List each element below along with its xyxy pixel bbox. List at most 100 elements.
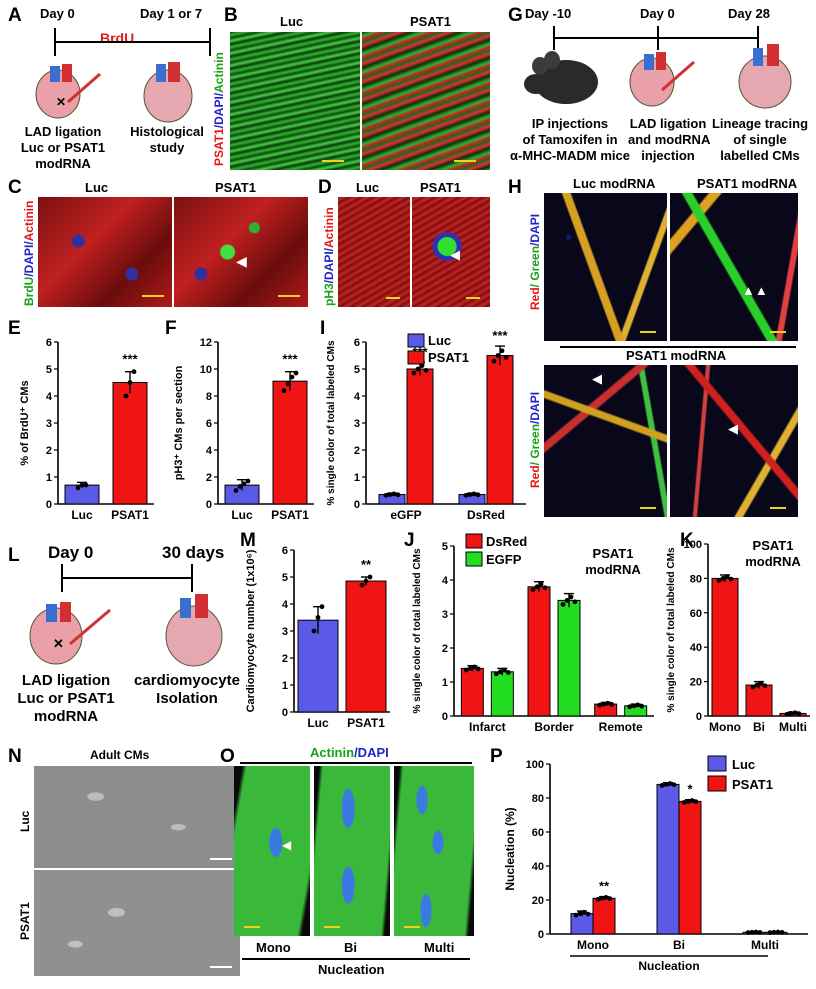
y-tick-label: 2: [206, 472, 212, 484]
x-tick-label: PSAT1: [347, 716, 385, 730]
heart-injection-icon-l: ✕: [29, 602, 111, 665]
data-point: [663, 782, 669, 787]
y-tick-label: 80: [690, 573, 702, 585]
data-point: [671, 782, 677, 788]
y-tick-label: 5: [354, 364, 360, 376]
y-tick-label: 0: [538, 929, 544, 941]
data-point: [471, 491, 477, 497]
data-point: [689, 798, 695, 803]
data-point: [293, 370, 299, 376]
y-tick-label: 3: [46, 418, 52, 430]
bar: [460, 667, 484, 717]
data-point: [538, 581, 544, 587]
g-day-m10: Day -10: [525, 6, 572, 21]
legend-swatch: [707, 775, 727, 792]
bar: [64, 484, 100, 505]
data-point: [530, 587, 536, 593]
timeline-a: [54, 28, 211, 56]
c-stain-label: BrdU/DAPI/Actinin: [22, 200, 36, 306]
c-col-psat1: PSAT1: [215, 180, 256, 195]
y-tick-label: 4: [282, 599, 289, 611]
panel-label-f: F: [165, 318, 177, 339]
data-point: [681, 800, 687, 805]
y-tick-label: 0: [442, 711, 448, 723]
heart-icon-g: [738, 44, 792, 109]
y-tick-label: 4: [442, 575, 449, 587]
x-tick-label: Bi: [673, 938, 685, 952]
caption-l-1: LAD ligation Luc or PSAT1 modRNA: [17, 672, 115, 725]
o-label-mono: Mono: [256, 940, 291, 955]
panel-label-b: B: [224, 5, 238, 26]
y-tick-label: 2: [282, 653, 288, 665]
data-point: [581, 909, 587, 915]
data-point: [728, 576, 734, 582]
data-point: [754, 682, 760, 688]
data-point: [233, 488, 239, 493]
data-point: [495, 353, 501, 358]
micrograph-n-luc: [34, 766, 240, 868]
micrograph-h-psat1: ▲▲: [670, 193, 798, 341]
n-row-luc: Luc: [18, 810, 32, 832]
data-point: [753, 929, 759, 935]
o-footer: Nucleation: [318, 962, 385, 977]
y-tick-label: 3: [442, 609, 448, 621]
y-axis-label: pH3⁺ CMs per section: [173, 365, 185, 480]
bar: [345, 580, 387, 713]
legend-swatch: [465, 551, 483, 567]
micrograph-h-psat1-b: ◀: [670, 365, 798, 517]
heart-injection-icon: ✕: [35, 64, 101, 119]
chart-m: 0 1 2 3 4 5 6 Cardiomyocyte number (1x10⁶) Luc PS…: [245, 545, 390, 730]
bar: [378, 494, 406, 505]
y-axis-label: Cardiomyocyte number (1x10⁶): [245, 549, 257, 712]
c-col-luc: Luc: [85, 180, 109, 195]
y-tick-label: 3: [282, 626, 288, 638]
y-tick-label: 1: [46, 472, 52, 484]
panel-label-l: L: [8, 545, 20, 566]
data-point: [241, 481, 247, 487]
y-axis-label: Nucleation (%): [503, 807, 517, 890]
data-point: [667, 781, 673, 786]
data-point: [467, 666, 473, 671]
significance-label: **: [599, 879, 610, 894]
data-point: [627, 704, 633, 710]
micrograph-c-luc: [38, 197, 172, 307]
x-tick-label: Infarct: [469, 720, 506, 734]
data-point: [315, 615, 321, 620]
bar: [592, 897, 616, 935]
y-tick-label: 1: [442, 677, 448, 689]
y-axis-label: % single color of total labeled CMs: [412, 548, 423, 713]
y-tick-label: 0: [206, 499, 212, 511]
bar: [490, 671, 514, 717]
caption-g-3: Lineage tracing of single labelled CMs: [711, 116, 809, 163]
micrograph-c-psat1: ◀: [174, 197, 308, 307]
y-tick-label: 2: [46, 445, 52, 457]
data-point: [75, 485, 81, 491]
legend-label: Luc: [732, 757, 755, 772]
data-point: [572, 599, 578, 605]
y-tick-label: 1: [282, 680, 288, 692]
o-bracket-bottom: [242, 958, 470, 960]
data-point: [503, 354, 509, 360]
data-point: [237, 484, 243, 489]
h-bottom-title: PSAT1 modRNA: [626, 348, 727, 363]
legend-label: PSAT1: [732, 777, 773, 792]
legend-swatch: [465, 533, 483, 549]
heart-icon-l: [165, 594, 223, 667]
data-point: [127, 380, 133, 385]
bar: [745, 684, 773, 717]
data-point: [311, 628, 317, 634]
d-col-luc: Luc: [356, 180, 380, 195]
y-tick-label: 100: [684, 539, 702, 551]
y-tick-label: 10: [200, 364, 212, 376]
y-tick-label: 4: [354, 391, 361, 403]
n-row-psat1: PSAT1: [18, 902, 32, 940]
data-point: [788, 711, 794, 716]
x-tick-label: PSAT1: [271, 508, 309, 522]
legend-swatch: [707, 755, 727, 772]
legend-label: DsRed: [486, 534, 527, 549]
data-point: [501, 667, 507, 673]
data-point: [505, 670, 511, 675]
n-title: Adult CMs: [90, 748, 150, 762]
panel-label-d: D: [318, 177, 332, 198]
mouse-icon: [524, 51, 598, 104]
